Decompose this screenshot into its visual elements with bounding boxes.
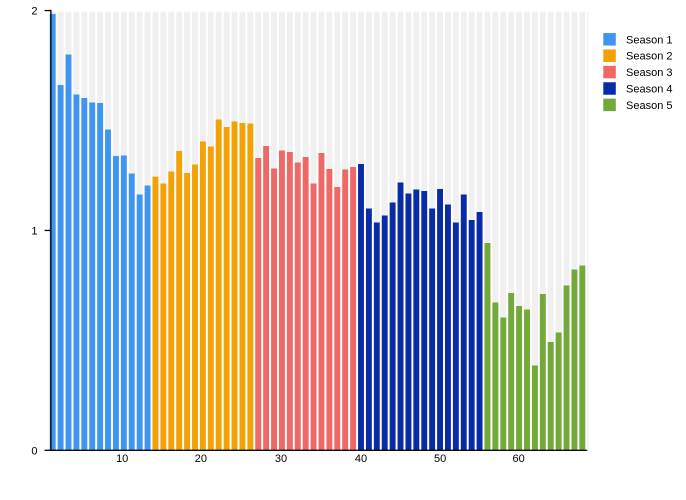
svg-text:50: 50 bbox=[434, 453, 446, 465]
svg-text:1: 1 bbox=[31, 225, 37, 237]
svg-text:Season 1: Season 1 bbox=[626, 34, 672, 46]
svg-text:60: 60 bbox=[512, 453, 524, 465]
svg-text:Season 4: Season 4 bbox=[626, 84, 672, 96]
svg-text:Season 5: Season 5 bbox=[626, 100, 672, 112]
svg-text:Season 3: Season 3 bbox=[626, 67, 672, 79]
svg-text:Season 2: Season 2 bbox=[626, 51, 672, 63]
svg-text:40: 40 bbox=[355, 453, 367, 465]
svg-text:2: 2 bbox=[31, 6, 37, 18]
svg-text:30: 30 bbox=[275, 453, 287, 465]
svg-text:20: 20 bbox=[195, 453, 207, 465]
svg-text:10: 10 bbox=[116, 453, 128, 465]
svg-text:0: 0 bbox=[31, 445, 37, 457]
